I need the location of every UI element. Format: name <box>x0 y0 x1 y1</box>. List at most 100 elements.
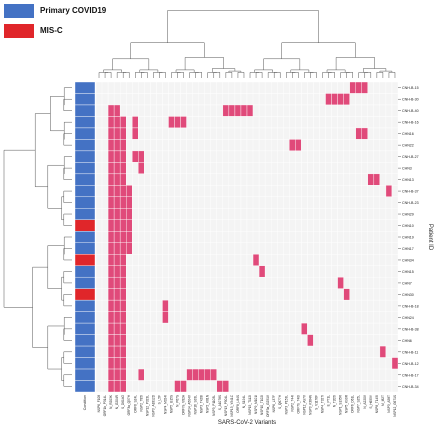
heatmap-cell-absent <box>216 311 224 324</box>
heatmap-cell-absent <box>307 231 314 243</box>
heatmap-cell-absent <box>234 93 242 106</box>
heatmap-cell-absent <box>367 93 375 106</box>
heatmap-cell-absent <box>125 357 133 370</box>
heatmap-cell-absent <box>246 173 254 186</box>
heatmap-cell-absent <box>210 380 217 393</box>
heatmap-cell-absent <box>168 322 175 335</box>
heatmap-cell-present <box>295 139 302 152</box>
heatmap-cell-absent <box>313 104 320 117</box>
heatmap-cell-absent <box>222 219 230 232</box>
heatmap-cell-absent <box>168 368 175 381</box>
heatmap-cell-absent <box>228 127 236 140</box>
heatmap-cell-absent <box>198 196 205 209</box>
heatmap-cell-absent <box>283 81 290 94</box>
heatmap-cell-absent <box>186 288 193 301</box>
heatmap-cell-present <box>113 368 121 381</box>
heatmap-cell-absent <box>174 276 181 289</box>
heatmap-cell-present <box>119 254 127 266</box>
heatmap-cell-absent <box>361 150 369 163</box>
heatmap-cell-absent <box>277 334 284 347</box>
heatmap-cell-absent <box>138 173 145 186</box>
heatmap-cell-absent <box>289 368 296 381</box>
heatmap-cell-present <box>252 254 260 266</box>
heatmap-cell-absent <box>144 357 151 370</box>
row-tick-label: CHN17 <box>402 247 414 251</box>
heatmap-cell-absent <box>204 254 211 266</box>
heatmap-cell-absent <box>337 311 344 324</box>
heatmap-cell-absent <box>186 219 193 232</box>
heatmap-cell-absent <box>361 139 369 152</box>
heatmap-cell-absent <box>270 162 278 175</box>
heatmap-cell-absent <box>379 380 387 393</box>
heatmap-cell-absent <box>283 185 290 198</box>
heatmap-cell-present <box>119 299 127 312</box>
heatmap-cell-absent <box>385 93 393 106</box>
heatmap-cell-absent <box>319 242 326 255</box>
heatmap-cell-absent <box>204 196 211 209</box>
row-dendrogram-branch <box>63 351 72 364</box>
heatmap-cell-absent <box>319 380 326 393</box>
heatmap-cell-absent <box>198 231 205 243</box>
heatmap-cell-absent <box>198 311 205 324</box>
column-dendrogram-branch <box>213 72 221 78</box>
heatmap-cell-absent <box>270 208 278 220</box>
heatmap-cell-absent <box>252 242 260 255</box>
column-tick-label: NSP5_K90R <box>345 394 349 413</box>
legend-label-primary-covid19: Primary COVID19 <box>40 6 107 15</box>
heatmap-cell-absent <box>349 254 356 266</box>
heatmap-cell-absent <box>289 380 296 393</box>
heatmap-cell-absent <box>138 208 145 220</box>
heatmap-cell-absent <box>391 185 399 198</box>
heatmap-cell-absent <box>174 173 181 186</box>
column-tick-label: NSP8_T145I <box>375 395 379 413</box>
heatmap-cell-absent <box>264 357 272 370</box>
heatmap-cell-absent <box>295 345 302 358</box>
heatmap-cell-absent <box>162 219 169 232</box>
heatmap-cell-absent <box>132 196 139 209</box>
heatmap-cell-absent <box>144 116 151 129</box>
heatmap-cell-absent <box>156 380 163 393</box>
heatmap-cell-absent <box>349 265 356 278</box>
heatmap-cell-present <box>113 104 121 117</box>
heatmap-cell-absent <box>240 185 248 198</box>
heatmap-cell-absent <box>150 380 157 393</box>
column-dendrogram-branch <box>328 72 335 78</box>
heatmap-cell-absent <box>283 173 290 186</box>
heatmap-cell-absent <box>343 196 350 209</box>
heatmap-cell-absent <box>373 368 381 381</box>
heatmap-cell-absent <box>168 139 175 152</box>
heatmap-cell-absent <box>162 81 169 94</box>
heatmap-cell-absent <box>313 357 320 370</box>
column-tick-label: NSP3_T428I <box>200 395 204 413</box>
heatmap-cell-absent <box>192 276 199 289</box>
heatmap-cell-absent <box>150 254 157 266</box>
heatmap-cell-absent <box>277 345 284 358</box>
heatmap-cell-absent <box>252 208 260 220</box>
heatmap-cell-absent <box>385 139 393 152</box>
heatmap-cell-absent <box>132 93 139 106</box>
condition-cell <box>74 231 96 243</box>
heatmap-cell-absent <box>355 276 362 289</box>
heatmap-cell-absent <box>101 345 109 358</box>
heatmap-cell-absent <box>391 242 399 255</box>
heatmap-cell-absent <box>367 150 375 163</box>
heatmap-cell-absent <box>301 162 308 175</box>
heatmap-cell-absent <box>313 219 320 232</box>
heatmap-cell-absent <box>228 254 236 266</box>
column-dendrogram-branch <box>335 57 375 70</box>
heatmap-cell-present <box>258 265 266 278</box>
heatmap-cell-present <box>168 116 175 129</box>
row-dendrogram-branch <box>63 328 72 341</box>
heatmap-cell-present <box>343 93 350 106</box>
heatmap-cell-present <box>119 276 127 289</box>
heatmap-cell-absent <box>150 242 157 255</box>
heatmap-cell-absent <box>258 311 266 324</box>
heatmap-cell-absent <box>325 357 332 370</box>
heatmap-cell-absent <box>174 81 181 94</box>
heatmap-cell-absent <box>228 219 236 232</box>
heatmap-cell-absent <box>210 265 217 278</box>
heatmap-cell-absent <box>95 345 103 358</box>
heatmap-cell-absent <box>234 299 242 312</box>
heatmap-cell-absent <box>313 254 320 266</box>
heatmap-cell-absent <box>337 150 344 163</box>
